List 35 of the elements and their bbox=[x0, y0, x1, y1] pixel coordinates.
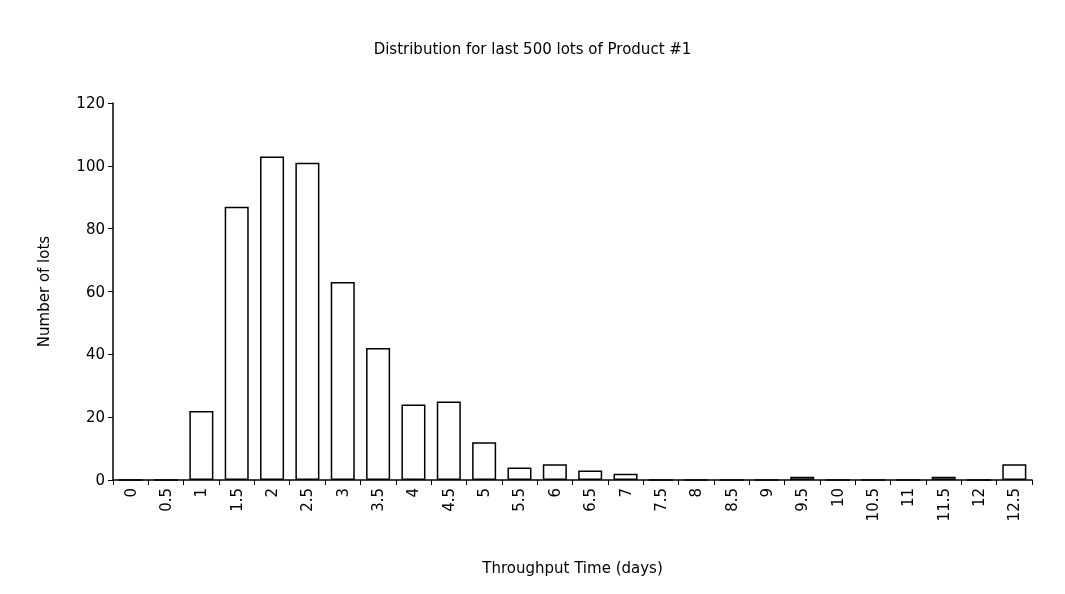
x-tick-label: 11.5 bbox=[934, 488, 953, 522]
y-tick-label: 100 bbox=[76, 156, 105, 175]
x-tick-label: 10 bbox=[828, 488, 847, 508]
x-tick-label: 3 bbox=[333, 488, 352, 498]
y-tick-label: 40 bbox=[85, 345, 105, 364]
x-tick-label: 4 bbox=[404, 488, 423, 498]
y-tick-label: 20 bbox=[85, 408, 105, 427]
x-tick-label: 8 bbox=[687, 488, 706, 498]
x-tick-label: 11 bbox=[899, 488, 918, 508]
x-tick-label: 7.5 bbox=[651, 488, 670, 512]
x-tick-label: 4.5 bbox=[439, 488, 458, 512]
x-tick-label: 9.5 bbox=[793, 488, 812, 512]
x-tick-label: 1 bbox=[192, 488, 211, 498]
chart-title: Distribution for last 500 lots of Product #1 bbox=[373, 39, 692, 58]
x-tick-label: 0.5 bbox=[157, 488, 176, 512]
x-tick-label: 6 bbox=[545, 488, 564, 498]
x-tick-label: 3.5 bbox=[369, 488, 388, 512]
x-tick-label: 9 bbox=[757, 488, 776, 498]
x-tick-label: 12 bbox=[969, 488, 988, 508]
x-tick-label: 7 bbox=[616, 488, 635, 498]
x-tick-label: 12.5 bbox=[1005, 488, 1024, 522]
y-tick-label: 60 bbox=[85, 282, 105, 301]
x-tick-label: 2.5 bbox=[298, 488, 317, 512]
x-tick-label: 8.5 bbox=[722, 488, 741, 512]
x-tick-label: 10.5 bbox=[863, 488, 882, 522]
y-tick-label: 120 bbox=[76, 94, 105, 112]
x-tick-label: 5 bbox=[475, 488, 494, 498]
x-tick-label: 1.5 bbox=[227, 488, 246, 512]
y-tick-label: 80 bbox=[85, 219, 105, 238]
x-tick-label: 2 bbox=[263, 488, 282, 498]
x-tick-label: 6.5 bbox=[581, 488, 600, 512]
x-tick-label: 0 bbox=[121, 488, 140, 498]
y-axis-title: Number of lots bbox=[34, 235, 53, 348]
x-axis-title: Throughput Time (days) bbox=[481, 558, 663, 577]
x-tick-label: 5.5 bbox=[510, 488, 529, 512]
